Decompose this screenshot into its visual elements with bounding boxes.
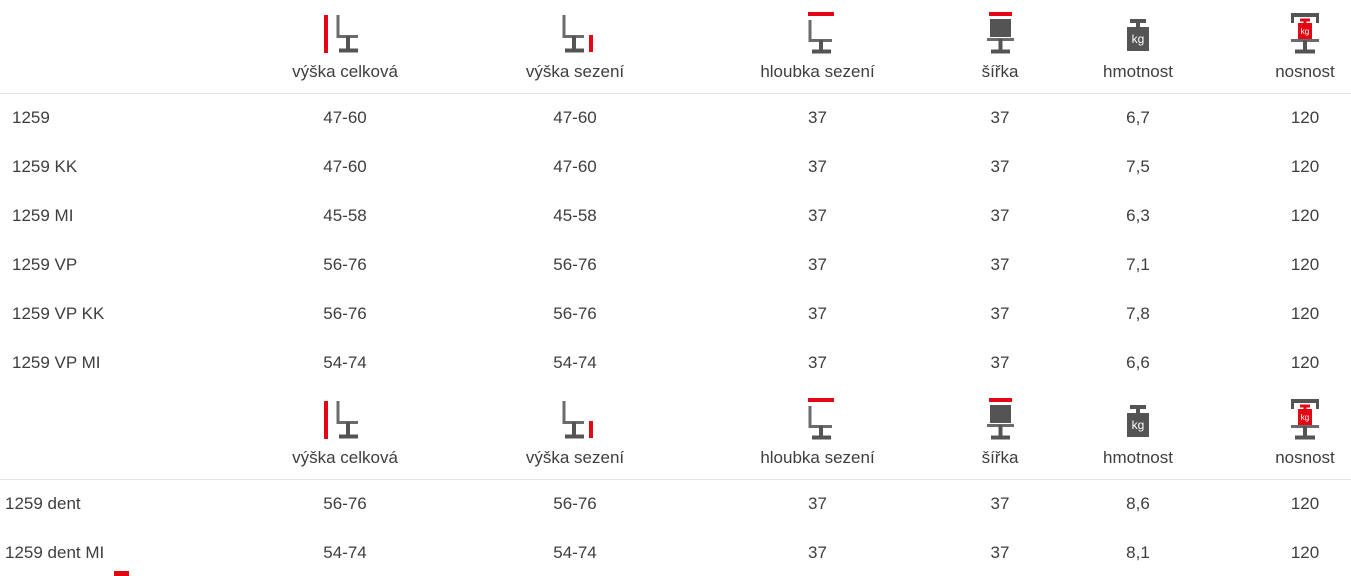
- column-label: hloubka sezení: [760, 61, 875, 81]
- weight-kg-icon: kg: [1075, 396, 1201, 442]
- column-label: hmotnost: [1103, 61, 1173, 81]
- cell-load-capacity: 120: [1290, 542, 1320, 562]
- cell-total-height: 45-58: [323, 205, 367, 225]
- cell-load-capacity: 120: [1290, 107, 1320, 127]
- cell-weight: 8,1: [1126, 542, 1150, 562]
- cell-load-capacity: 120: [1290, 352, 1320, 372]
- model-name: 1259 VP MI: [12, 352, 101, 372]
- header-empty-cell: [0, 0, 250, 94]
- cell-width: 37: [990, 542, 1010, 562]
- cell-weight: 7,1: [1126, 254, 1150, 274]
- table-row: 1259 VP 56-76 56-76 37 37 7,1 120: [0, 240, 1351, 289]
- seat-depth-icon: [710, 396, 925, 442]
- cell-seat-height: 45-58: [553, 205, 597, 225]
- cell-seat-depth: 37: [808, 542, 827, 562]
- column-label: nosnost: [1275, 447, 1335, 467]
- cell-seat-height: 47-60: [553, 107, 597, 127]
- load-capacity-icon: kg: [1230, 10, 1351, 56]
- column-label: šířka: [981, 447, 1019, 467]
- table-row: 1259 dent MI 54-74 54-74 37 37 8,1 120: [0, 528, 1351, 576]
- total-height-icon: [250, 396, 440, 442]
- cell-width: 37: [990, 493, 1010, 513]
- seat-height-icon: [440, 10, 710, 56]
- cell-weight: 6,6: [1126, 352, 1150, 372]
- cropped-red-icon-fragment: [114, 571, 129, 576]
- cell-weight: 7,8: [1126, 303, 1150, 323]
- table-row: 1259 dent 56-76 56-76 37 37 8,6 120: [0, 479, 1351, 528]
- cell-total-height: 54-74: [323, 352, 367, 372]
- cell-width: 37: [990, 254, 1010, 274]
- table-row: 1259 MI 45-58 45-58 37 37 6,3 120: [0, 191, 1351, 240]
- column-label: výška sezení: [525, 61, 625, 81]
- cell-weight: 6,7: [1126, 107, 1150, 127]
- total-height-icon: [250, 10, 440, 56]
- cell-load-capacity: 120: [1290, 254, 1320, 274]
- cell-seat-height: 47-60: [553, 156, 597, 176]
- cell-total-height: 47-60: [323, 156, 367, 176]
- cell-seat-depth: 37: [808, 205, 827, 225]
- cell-load-capacity: 120: [1290, 303, 1320, 323]
- cell-width: 37: [990, 205, 1010, 225]
- model-name: 1259 dent: [5, 493, 81, 513]
- cell-total-height: 54-74: [323, 542, 367, 562]
- cell-seat-height: 56-76: [553, 303, 597, 323]
- cell-width: 37: [990, 107, 1010, 127]
- column-label: výška celková: [292, 447, 398, 467]
- cell-total-height: 56-76: [323, 303, 367, 323]
- column-label: nosnost: [1275, 61, 1335, 81]
- cell-total-height: 47-60: [323, 107, 367, 127]
- cell-weight: 6,3: [1126, 205, 1150, 225]
- column-label: hmotnost: [1103, 447, 1173, 467]
- cell-seat-depth: 37: [808, 493, 827, 513]
- cell-load-capacity: 120: [1290, 156, 1320, 176]
- cell-load-capacity: 120: [1290, 493, 1320, 513]
- cell-width: 37: [990, 352, 1010, 372]
- cell-seat-height: 54-74: [553, 542, 597, 562]
- header-row-2: výška celková výška sezení: [0, 387, 1351, 480]
- cell-weight: 7,5: [1126, 156, 1150, 176]
- table-row: 1259 47-60 47-60 37 37 6,7 120: [0, 93, 1351, 142]
- cell-seat-height: 54-74: [553, 352, 597, 372]
- cell-weight: 8,6: [1126, 493, 1150, 513]
- column-label: hloubka sezení: [760, 447, 875, 467]
- load-capacity-icon: kg: [1230, 396, 1351, 442]
- cell-seat-height: 56-76: [553, 254, 597, 274]
- cell-total-height: 56-76: [323, 493, 367, 513]
- column-label: výška celková: [292, 61, 398, 81]
- svg-text:kg: kg: [1132, 32, 1145, 46]
- cell-seat-height: 56-76: [553, 493, 597, 513]
- model-name: 1259 VP: [12, 254, 78, 274]
- table-row: 1259 VP MI 54-74 54-74 37 37 6,6 120: [0, 338, 1351, 387]
- header-empty-cell: [0, 387, 250, 480]
- cell-width: 37: [990, 156, 1010, 176]
- model-name: 1259 KK: [12, 156, 78, 176]
- svg-text:kg: kg: [1301, 27, 1309, 36]
- cell-seat-depth: 37: [808, 107, 827, 127]
- width-icon: [925, 10, 1075, 56]
- cell-seat-depth: 37: [808, 254, 827, 274]
- model-name: 1259 dent MI: [5, 542, 105, 562]
- cell-seat-depth: 37: [808, 156, 827, 176]
- table-row: 1259 KK 47-60 47-60 37 37 7,5 120: [0, 142, 1351, 191]
- svg-text:kg: kg: [1132, 418, 1145, 432]
- width-icon: [925, 396, 1075, 442]
- cell-load-capacity: 120: [1290, 205, 1320, 225]
- model-name: 1259 MI: [12, 205, 74, 225]
- model-name: 1259 VP KK: [12, 303, 105, 323]
- cell-total-height: 56-76: [323, 254, 367, 274]
- column-label: šířka: [981, 61, 1019, 81]
- model-name: 1259: [12, 107, 50, 127]
- column-label: výška sezení: [525, 447, 625, 467]
- header-row-1: výška celková výška sezení: [0, 0, 1351, 94]
- table-row: 1259 VP KK 56-76 56-76 37 37 7,8 120: [0, 289, 1351, 338]
- weight-kg-icon: kg: [1075, 10, 1201, 56]
- cell-width: 37: [990, 303, 1010, 323]
- seat-depth-icon: [710, 10, 925, 56]
- cell-seat-depth: 37: [808, 352, 827, 372]
- seat-height-icon: [440, 396, 710, 442]
- cell-seat-depth: 37: [808, 303, 827, 323]
- svg-text:kg: kg: [1301, 413, 1309, 422]
